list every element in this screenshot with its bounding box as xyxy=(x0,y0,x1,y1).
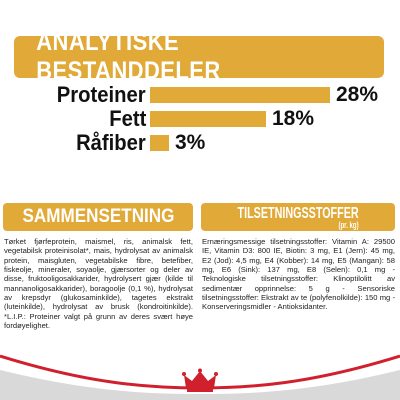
additives-text: Ernæringsmessige tilsetningsstoffer: Vit… xyxy=(202,237,395,312)
nutrient-value: 3% xyxy=(175,131,206,154)
composition-header: SAMMENSETNING xyxy=(3,203,193,231)
nutrient-bar xyxy=(150,135,169,151)
composition-title: SAMMENSETNING xyxy=(21,206,175,227)
nutrient-row: Proteiner 28% xyxy=(0,80,400,110)
grey-wave xyxy=(0,370,400,400)
nutrient-value: 18% xyxy=(272,107,315,130)
nutrient-label: Fett xyxy=(108,106,146,131)
nutrient-label: Råfiber xyxy=(76,130,146,155)
nutrient-label: Proteiner xyxy=(57,82,146,107)
additives-title: TILSETNINGSSTOFFER xyxy=(237,204,359,222)
analysis-header: ANALYTISKE BESTANDDELER xyxy=(14,28,384,85)
nutrient-bar xyxy=(150,87,330,103)
composition-text: Tørket fjørfeprotein, maismel, ris, anim… xyxy=(4,237,193,331)
nutrient-bar xyxy=(150,111,266,127)
additives-title-group: TILSETNINGSSTOFFER (pr. kg) xyxy=(224,205,372,230)
nutrient-row: Råfiber 3% xyxy=(0,128,400,158)
analysis-title: ANALYTISKE BESTANDDELER xyxy=(36,28,221,85)
additives-subtitle: (pr. kg) xyxy=(338,219,359,230)
crown-icon xyxy=(182,368,218,392)
nutrient-row: Fett 18% xyxy=(0,104,400,134)
nutrient-value: 28% xyxy=(336,83,379,106)
additives-header: TILSETNINGSSTOFFER (pr. kg) xyxy=(201,203,395,231)
